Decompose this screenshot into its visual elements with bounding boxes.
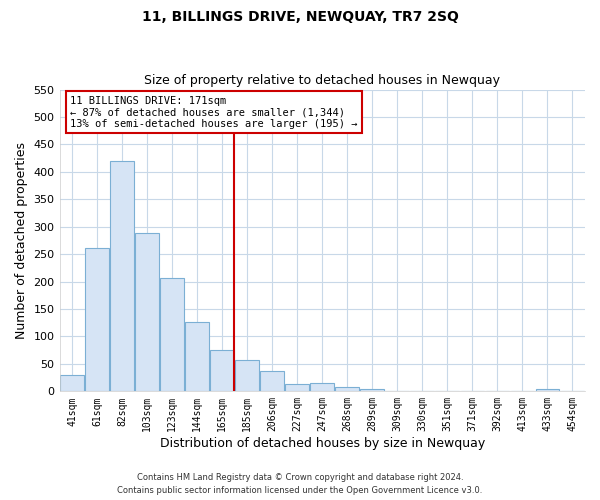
Bar (135, 233, 159, 392)
Bar (110, 161, 134, 392)
Bar (160, 278, 184, 392)
Bar (185, 322, 209, 392)
Text: 11, BILLINGS DRIVE, NEWQUAY, TR7 2SQ: 11, BILLINGS DRIVE, NEWQUAY, TR7 2SQ (142, 10, 458, 24)
Bar (310, 383, 334, 392)
Bar (235, 360, 259, 392)
Bar (286, 384, 309, 392)
Bar (210, 350, 234, 392)
Text: Contains HM Land Registry data © Crown copyright and database right 2024.
Contai: Contains HM Land Registry data © Crown c… (118, 474, 482, 495)
X-axis label: Distribution of detached houses by size in Newquay: Distribution of detached houses by size … (160, 437, 485, 450)
Bar (60, 375, 84, 392)
Bar (536, 388, 559, 392)
Bar (85, 248, 109, 392)
Bar (361, 388, 384, 392)
Bar (335, 388, 359, 392)
Bar (260, 371, 284, 392)
Title: Size of property relative to detached houses in Newquay: Size of property relative to detached ho… (144, 74, 500, 87)
Y-axis label: Number of detached properties: Number of detached properties (15, 142, 28, 339)
Text: 11 BILLINGS DRIVE: 171sqm
← 87% of detached houses are smaller (1,344)
13% of se: 11 BILLINGS DRIVE: 171sqm ← 87% of detac… (70, 96, 358, 129)
